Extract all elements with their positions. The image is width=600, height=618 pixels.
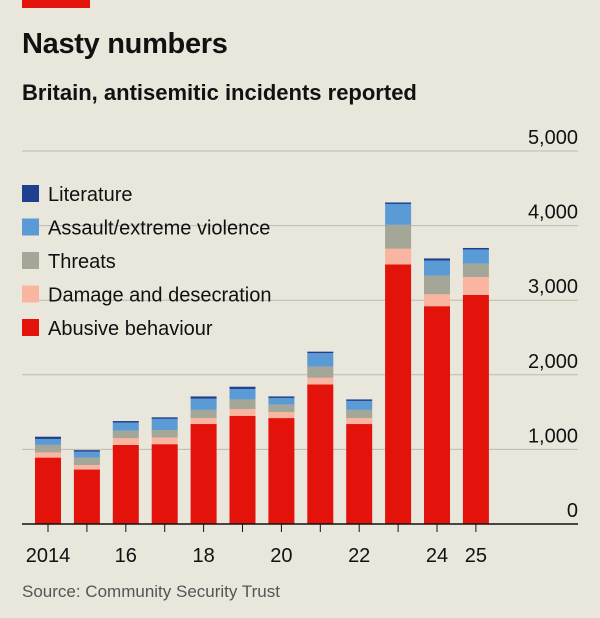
bar-segment xyxy=(462,277,489,295)
bar-segment xyxy=(307,353,334,367)
bar-segment xyxy=(73,450,100,452)
bar-segment xyxy=(112,444,139,524)
chart-subtitle: Britain, antisemitic incidents reported xyxy=(22,80,417,105)
x-tick-label: 18 xyxy=(192,545,214,567)
bar-segment xyxy=(35,444,61,453)
x-axis-ticks: 2014 16 18 20 22 24 25 xyxy=(26,524,487,567)
bar-segment xyxy=(385,248,412,265)
accent-bar xyxy=(22,0,90,8)
bar-segment xyxy=(229,409,256,416)
bar-segment xyxy=(190,396,217,399)
bar-segment xyxy=(268,396,295,398)
bar-segment xyxy=(151,437,178,445)
bar-segment xyxy=(462,263,489,278)
bar-segment xyxy=(346,409,373,419)
bar-segment xyxy=(307,377,334,385)
source-note: Source: Community Security Trust xyxy=(22,582,280,601)
bar-segment xyxy=(307,351,334,354)
bar-segment xyxy=(151,430,178,438)
bar-segment xyxy=(73,451,100,458)
bar-segment xyxy=(190,424,217,524)
bar-segment xyxy=(112,422,139,431)
legend-swatch xyxy=(22,252,39,269)
bar-segment xyxy=(462,249,489,264)
bar-segment xyxy=(229,388,256,400)
bar-segment xyxy=(268,418,295,524)
legend-label: Assault/extreme violence xyxy=(48,218,270,240)
x-tick-label: 22 xyxy=(348,545,370,567)
bar-segment xyxy=(424,258,450,261)
bar-segment xyxy=(35,438,61,445)
bar-segment xyxy=(424,260,450,276)
legend-label: Threats xyxy=(48,251,116,273)
bar-segment xyxy=(73,465,100,470)
bar-segment xyxy=(229,415,256,524)
bar-segment xyxy=(190,418,217,425)
y-tick-label: 5,000 xyxy=(528,127,578,149)
bar-segment xyxy=(35,452,61,458)
bar-segment xyxy=(151,444,178,524)
bar-segment xyxy=(151,418,178,431)
y-axis-tick-labels: 0 1,000 2,000 3,000 4,000 5,000 xyxy=(528,127,578,522)
bar-segment xyxy=(462,247,489,250)
bar-segment xyxy=(151,417,178,419)
bar-segment xyxy=(385,203,412,225)
x-tick-label: 16 xyxy=(115,545,137,567)
bar-segment xyxy=(112,430,139,439)
legend: Literature Assault/extreme violence Threat… xyxy=(22,184,271,340)
legend-swatch xyxy=(22,185,39,202)
bar-segment xyxy=(307,384,334,524)
legend-swatch xyxy=(22,285,39,303)
bar-segment xyxy=(268,412,295,419)
bar-segment xyxy=(462,294,489,524)
bar-segment xyxy=(424,275,450,295)
bar-segment xyxy=(268,404,295,413)
y-tick-label: 0 xyxy=(567,500,578,522)
bar-segment xyxy=(385,224,412,249)
legend-swatch xyxy=(22,319,39,336)
bar-segment xyxy=(229,386,256,389)
legend-label: Literature xyxy=(48,184,133,206)
y-tick-label: 1,000 xyxy=(528,425,578,447)
x-tick-label: 2014 xyxy=(26,545,71,567)
bar-segment xyxy=(190,409,217,419)
y-tick-label: 4,000 xyxy=(528,202,578,224)
bar-segment xyxy=(346,418,373,425)
bar-segment xyxy=(190,398,217,410)
legend-label: Damage and desecration xyxy=(48,285,271,307)
bar-segment xyxy=(35,457,61,524)
x-tick-label: 25 xyxy=(465,545,487,567)
bar-segment xyxy=(385,202,412,204)
legend-label: Abusive behaviour xyxy=(48,318,213,340)
bar-segment xyxy=(346,424,373,524)
bar-segment xyxy=(35,436,61,439)
legend-swatch xyxy=(22,218,39,236)
bar-segment xyxy=(229,399,256,410)
bar-segment xyxy=(268,397,295,405)
y-tick-label: 2,000 xyxy=(528,351,578,373)
bar-segment xyxy=(424,294,450,307)
bar-segment xyxy=(346,400,373,410)
bar-segment xyxy=(424,306,450,524)
bars xyxy=(35,202,489,524)
bar-segment xyxy=(73,469,100,524)
bar-segment xyxy=(112,421,139,423)
bar-segment xyxy=(112,438,139,445)
bar-segment xyxy=(385,264,412,524)
chart-title: Nasty numbers xyxy=(22,28,228,60)
y-tick-label: 3,000 xyxy=(528,276,578,298)
x-tick-label: 20 xyxy=(270,545,292,567)
bar-segment xyxy=(307,366,334,378)
x-tick-label: 24 xyxy=(426,545,448,567)
bar-segment xyxy=(73,457,100,466)
bar-segment xyxy=(346,399,373,401)
